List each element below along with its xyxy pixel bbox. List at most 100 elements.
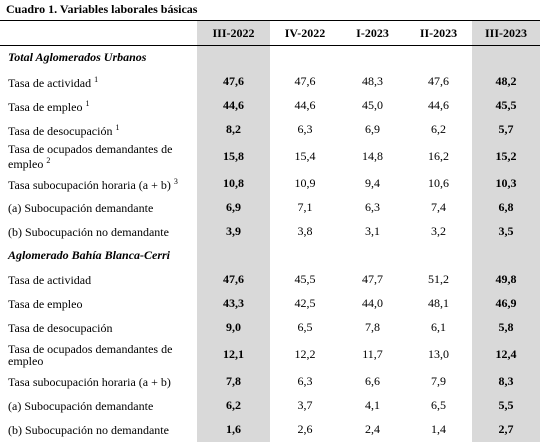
value-cell: 6,2 (431, 122, 446, 136)
value-cell: 44,0 (362, 296, 383, 310)
value-cell: 13,0 (428, 347, 449, 361)
cell (340, 244, 405, 268)
value-cell: 45,0 (362, 98, 383, 112)
footnote-mark: 3 (173, 177, 178, 186)
value-cell: 6,3 (365, 200, 380, 214)
row-label: (a) Subocupación demandante (0, 196, 197, 220)
section-row: Total Aglomerados Urbanos (0, 45, 540, 70)
cell (340, 46, 405, 70)
value-cell: 44,6 (197, 93, 270, 118)
value-cell: 6,6 (365, 374, 380, 388)
row-label-text: Tasa de actividad (8, 76, 92, 90)
data-row: (a) Subocupación demandante 6,9 7,1 6,3 7,4 6… (0, 195, 540, 220)
row-label: Tasa de empleo 1 (0, 94, 197, 118)
data-row: (b) Subocupación no demandante 3,9 3,8 3,1 3… (0, 219, 540, 244)
cell (405, 244, 472, 268)
value-cell: 47,6 (197, 267, 270, 292)
row-label: Tasa de desocupación 1 (0, 118, 197, 142)
table-title: Cuadro 1. Variables laborales básicas (6, 2, 198, 16)
data-table: III-2022 IV-2022 I-2023 II-2023 III-2023 Tot… (0, 20, 540, 442)
value-cell: 3,5 (472, 219, 540, 244)
row-label: Tasa subocupación horaria (a + b) (0, 370, 197, 394)
value-cell: 2,7 (472, 417, 540, 442)
data-row: (a) Subocupación demandante 6,2 3,7 4,1 6,5 5… (0, 393, 540, 418)
value-cell: 4,1 (365, 398, 380, 412)
cell (197, 243, 270, 268)
value-cell: 6,5 (431, 398, 446, 412)
data-row: Tasa de desocupación 9,0 6,5 7,8 6,1 5,8 (0, 315, 540, 340)
value-cell: 12,4 (472, 339, 540, 370)
data-row: Tasa de actividad 47,6 45,5 47,7 51,2 49,8 (0, 267, 540, 292)
value-cell: 48,1 (428, 296, 449, 310)
row-label: Tasa de ocupados demandantes de empleo (0, 340, 197, 370)
value-cell: 9,0 (197, 315, 270, 340)
value-cell: 9,4 (365, 176, 380, 190)
cell (270, 244, 340, 268)
value-cell: 6,2 (197, 393, 270, 418)
row-label-text: Tasa de ocupados demandantes de empleo (8, 142, 173, 171)
value-cell: 5,5 (472, 393, 540, 418)
value-cell: 1,4 (431, 422, 446, 436)
row-label: (a) Subocupación demandante (0, 394, 197, 418)
row-label-text: (b) Subocupación no demandante (8, 224, 169, 239)
value-cell: 1,6 (197, 417, 270, 442)
row-label-text: (b) Subocupación no demandante (8, 422, 169, 437)
data-row: Tasa subocupación horaria (a + b) 3 10,8 1… (0, 171, 540, 196)
table-body: Total Aglomerados Urbanos Tasa de activid… (0, 45, 540, 442)
value-cell: 47,6 (197, 69, 270, 94)
value-cell: 7,9 (431, 374, 446, 388)
row-label-text: Tasa de desocupación (8, 124, 113, 138)
value-cell: 3,2 (431, 224, 446, 238)
cell (472, 243, 540, 268)
section-row: Aglomerado Bahía Blanca-Cerri (0, 243, 540, 268)
footnote-mark: 2 (46, 156, 51, 165)
value-cell: 12,2 (294, 347, 316, 361)
row-label-text: Tasa de empleo (8, 296, 83, 311)
row-label: Tasa de empleo (0, 292, 197, 316)
data-row: Tasa de ocupados demandantes de empleo 12… (0, 339, 540, 370)
footnote-mark: 1 (85, 99, 90, 108)
cell (405, 46, 472, 70)
value-cell: 3,7 (297, 398, 313, 412)
value-cell: 45,5 (294, 272, 316, 286)
value-cell: 15,8 (197, 141, 270, 172)
value-cell: 46,9 (472, 291, 540, 316)
column-header: II-2023 (405, 20, 472, 46)
cell (472, 45, 540, 70)
value-cell: 15,2 (472, 141, 540, 172)
row-label: Tasa subocupación horaria (a + b) 3 (0, 172, 197, 196)
value-cell: 49,8 (472, 267, 540, 292)
row-label-text: Tasa subocupación horaria (a + b) (8, 178, 171, 192)
section-title: Aglomerado Bahía Blanca-Cerri (8, 248, 171, 262)
value-cell: 5,7 (472, 117, 540, 142)
value-cell: 43,3 (197, 291, 270, 316)
footnote-mark: 1 (94, 75, 99, 84)
value-cell: 6,3 (297, 374, 313, 388)
value-cell: 7,4 (431, 200, 446, 214)
value-cell: 3,1 (365, 224, 380, 238)
cell (270, 46, 340, 70)
value-cell: 16,2 (428, 149, 449, 163)
value-cell: 5,8 (472, 315, 540, 340)
data-row: Tasa de actividad 1 47,6 47,6 48,3 47,6 48,2 (0, 69, 540, 94)
value-cell: 7,8 (197, 369, 270, 394)
value-cell: 8,3 (472, 369, 540, 394)
value-cell: 8,2 (197, 117, 270, 142)
cell (197, 45, 270, 70)
value-cell: 44,6 (428, 98, 449, 112)
value-cell: 47,6 (428, 74, 449, 88)
value-cell: 47,7 (362, 272, 383, 286)
value-cell: 47,6 (294, 74, 316, 88)
column-header: IV-2022 (270, 20, 340, 46)
value-cell: 6,1 (431, 320, 446, 334)
value-cell: 10,9 (294, 176, 316, 190)
value-cell: 2,6 (297, 422, 313, 436)
header-blank (0, 20, 197, 46)
data-row: Tasa subocupación horaria (a + b) 7,8 6,3 6… (0, 369, 540, 394)
row-label-text: (a) Subocupación demandante (8, 200, 154, 215)
value-cell: 10,3 (472, 171, 540, 196)
row-label: Tasa de actividad 1 (0, 70, 197, 94)
value-cell: 6,9 (197, 195, 270, 220)
row-label: (b) Subocupación no demandante (0, 418, 197, 442)
data-row: (b) Subocupación no demandante 1,6 2,6 2,4 1… (0, 417, 540, 442)
